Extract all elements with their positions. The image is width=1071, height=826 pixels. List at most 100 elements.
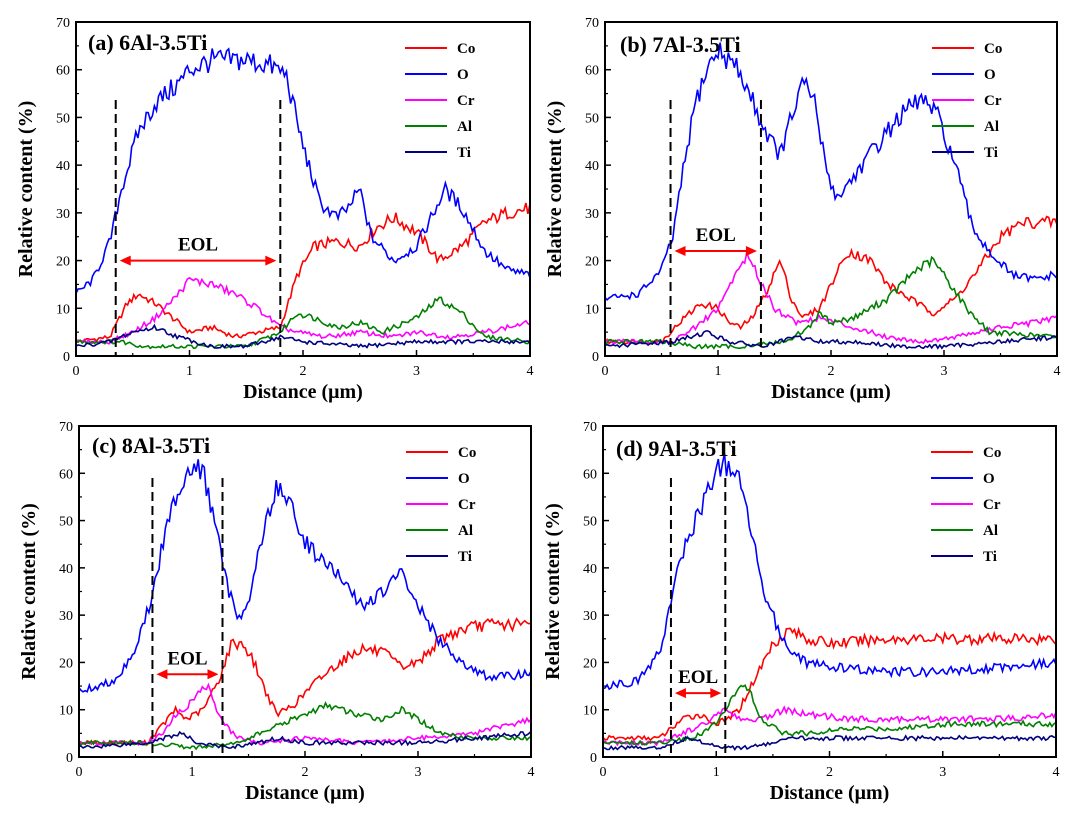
y-tick-label: 10 bbox=[583, 704, 597, 719]
x-tick-label: 1 bbox=[715, 364, 722, 379]
y-tick-label: 40 bbox=[56, 159, 70, 174]
x-tick-label: 3 bbox=[941, 364, 948, 379]
y-tick-label: 70 bbox=[583, 420, 597, 435]
y-tick-label: 70 bbox=[585, 16, 599, 31]
eol-label: EOL bbox=[167, 648, 207, 669]
y-tick-label: 40 bbox=[59, 562, 73, 577]
series-line-o bbox=[79, 459, 531, 693]
y-tick-label: 0 bbox=[63, 350, 70, 365]
legend-label-ti: Ti bbox=[458, 549, 472, 565]
legend-label-co: Co bbox=[457, 41, 475, 57]
eol-arrowhead-left bbox=[156, 669, 168, 680]
series-line-o bbox=[76, 47, 530, 294]
y-tick-label: 10 bbox=[585, 302, 599, 317]
series-line-ti bbox=[603, 734, 1056, 751]
legend-label-al: Al bbox=[458, 523, 473, 539]
series-line-co bbox=[79, 617, 531, 747]
x-axis-title: Distance (μm) bbox=[243, 381, 363, 403]
x-tick-label: 0 bbox=[602, 364, 609, 379]
series-line-o bbox=[603, 453, 1056, 691]
y-axis-title: Relative content (%) bbox=[544, 101, 566, 278]
y-axis-title: Relative content (%) bbox=[542, 503, 564, 680]
x-tick-label: 3 bbox=[939, 765, 946, 780]
legend-label-o: O bbox=[458, 471, 470, 487]
x-tick-label: 0 bbox=[600, 765, 607, 780]
x-tick-label: 4 bbox=[528, 765, 535, 780]
eol-label: EOL bbox=[178, 235, 218, 256]
series-line-al bbox=[79, 701, 531, 751]
eol-arrowhead-left bbox=[674, 688, 686, 699]
y-tick-label: 50 bbox=[56, 111, 70, 126]
legend-label-ti: Ti bbox=[457, 145, 471, 161]
series-line-cr bbox=[603, 705, 1056, 747]
y-axis-title: Relative content (%) bbox=[15, 101, 37, 278]
legend-label-al: Al bbox=[984, 119, 999, 135]
y-tick-label: 30 bbox=[583, 609, 597, 624]
y-tick-label: 40 bbox=[585, 159, 599, 174]
panel-title: (b) 7Al-3.5Ti bbox=[620, 32, 741, 57]
legend-label-o: O bbox=[457, 67, 469, 83]
x-tick-label: 1 bbox=[713, 765, 720, 780]
legend-label-cr: Cr bbox=[457, 93, 475, 109]
series-line-ti bbox=[76, 323, 530, 349]
y-tick-label: 50 bbox=[583, 515, 597, 530]
y-tick-label: 30 bbox=[59, 609, 73, 624]
x-tick-label: 1 bbox=[189, 765, 196, 780]
x-tick-label: 2 bbox=[826, 765, 833, 780]
y-tick-label: 30 bbox=[585, 207, 599, 222]
eol-label: EOL bbox=[678, 667, 718, 688]
y-tick-label: 50 bbox=[59, 515, 73, 530]
x-tick-label: 0 bbox=[76, 765, 83, 780]
eol-arrowhead-right bbox=[207, 669, 219, 680]
y-tick-label: 30 bbox=[56, 207, 70, 222]
eol-arrowhead-left bbox=[674, 246, 686, 257]
series-line-co bbox=[605, 215, 1057, 345]
eol-arrowhead-right bbox=[710, 688, 722, 699]
y-tick-label: 60 bbox=[585, 64, 599, 79]
legend-label-al: Al bbox=[457, 119, 472, 135]
series-line-co bbox=[76, 202, 530, 344]
y-tick-label: 10 bbox=[59, 704, 73, 719]
series-line-co bbox=[603, 626, 1056, 742]
y-tick-label: 60 bbox=[59, 467, 73, 482]
y-tick-label: 0 bbox=[592, 350, 599, 365]
y-tick-label: 70 bbox=[59, 420, 73, 435]
legend-label-co: Co bbox=[984, 41, 1002, 57]
series-line-cr bbox=[76, 276, 530, 346]
y-tick-label: 20 bbox=[59, 656, 73, 671]
x-tick-label: 4 bbox=[527, 364, 534, 379]
series-line-o bbox=[605, 42, 1057, 301]
y-tick-label: 0 bbox=[590, 751, 597, 766]
series-line-cr bbox=[605, 251, 1057, 346]
y-tick-label: 60 bbox=[583, 467, 597, 482]
eol-label: EOL bbox=[696, 225, 736, 246]
x-tick-label: 2 bbox=[828, 364, 835, 379]
legend-label-o: O bbox=[984, 67, 996, 83]
panel-title: (d) 9Al-3.5Ti bbox=[616, 436, 737, 461]
x-axis-title: Distance (μm) bbox=[771, 381, 891, 403]
x-tick-label: 2 bbox=[300, 364, 307, 379]
y-tick-label: 20 bbox=[56, 255, 70, 270]
y-tick-label: 40 bbox=[583, 562, 597, 577]
series-line-al bbox=[76, 296, 530, 350]
legend-label-co: Co bbox=[983, 445, 1001, 461]
panel-title: (c) 8Al-3.5Ti bbox=[92, 433, 210, 458]
y-tick-label: 60 bbox=[56, 64, 70, 79]
x-tick-label: 3 bbox=[415, 765, 422, 780]
y-tick-label: 50 bbox=[585, 111, 599, 126]
y-tick-label: 10 bbox=[56, 302, 70, 317]
series-line-al bbox=[605, 255, 1057, 350]
legend-label-cr: Cr bbox=[984, 93, 1002, 109]
x-tick-label: 2 bbox=[302, 765, 309, 780]
x-tick-label: 0 bbox=[73, 364, 80, 379]
x-axis-title: Distance (μm) bbox=[245, 782, 365, 804]
legend-label-co: Co bbox=[458, 445, 476, 461]
series-line-ti bbox=[605, 330, 1057, 350]
eol-arrowhead-right bbox=[745, 246, 757, 257]
legend-label-al: Al bbox=[983, 523, 998, 539]
legend-label-o: O bbox=[983, 471, 995, 487]
